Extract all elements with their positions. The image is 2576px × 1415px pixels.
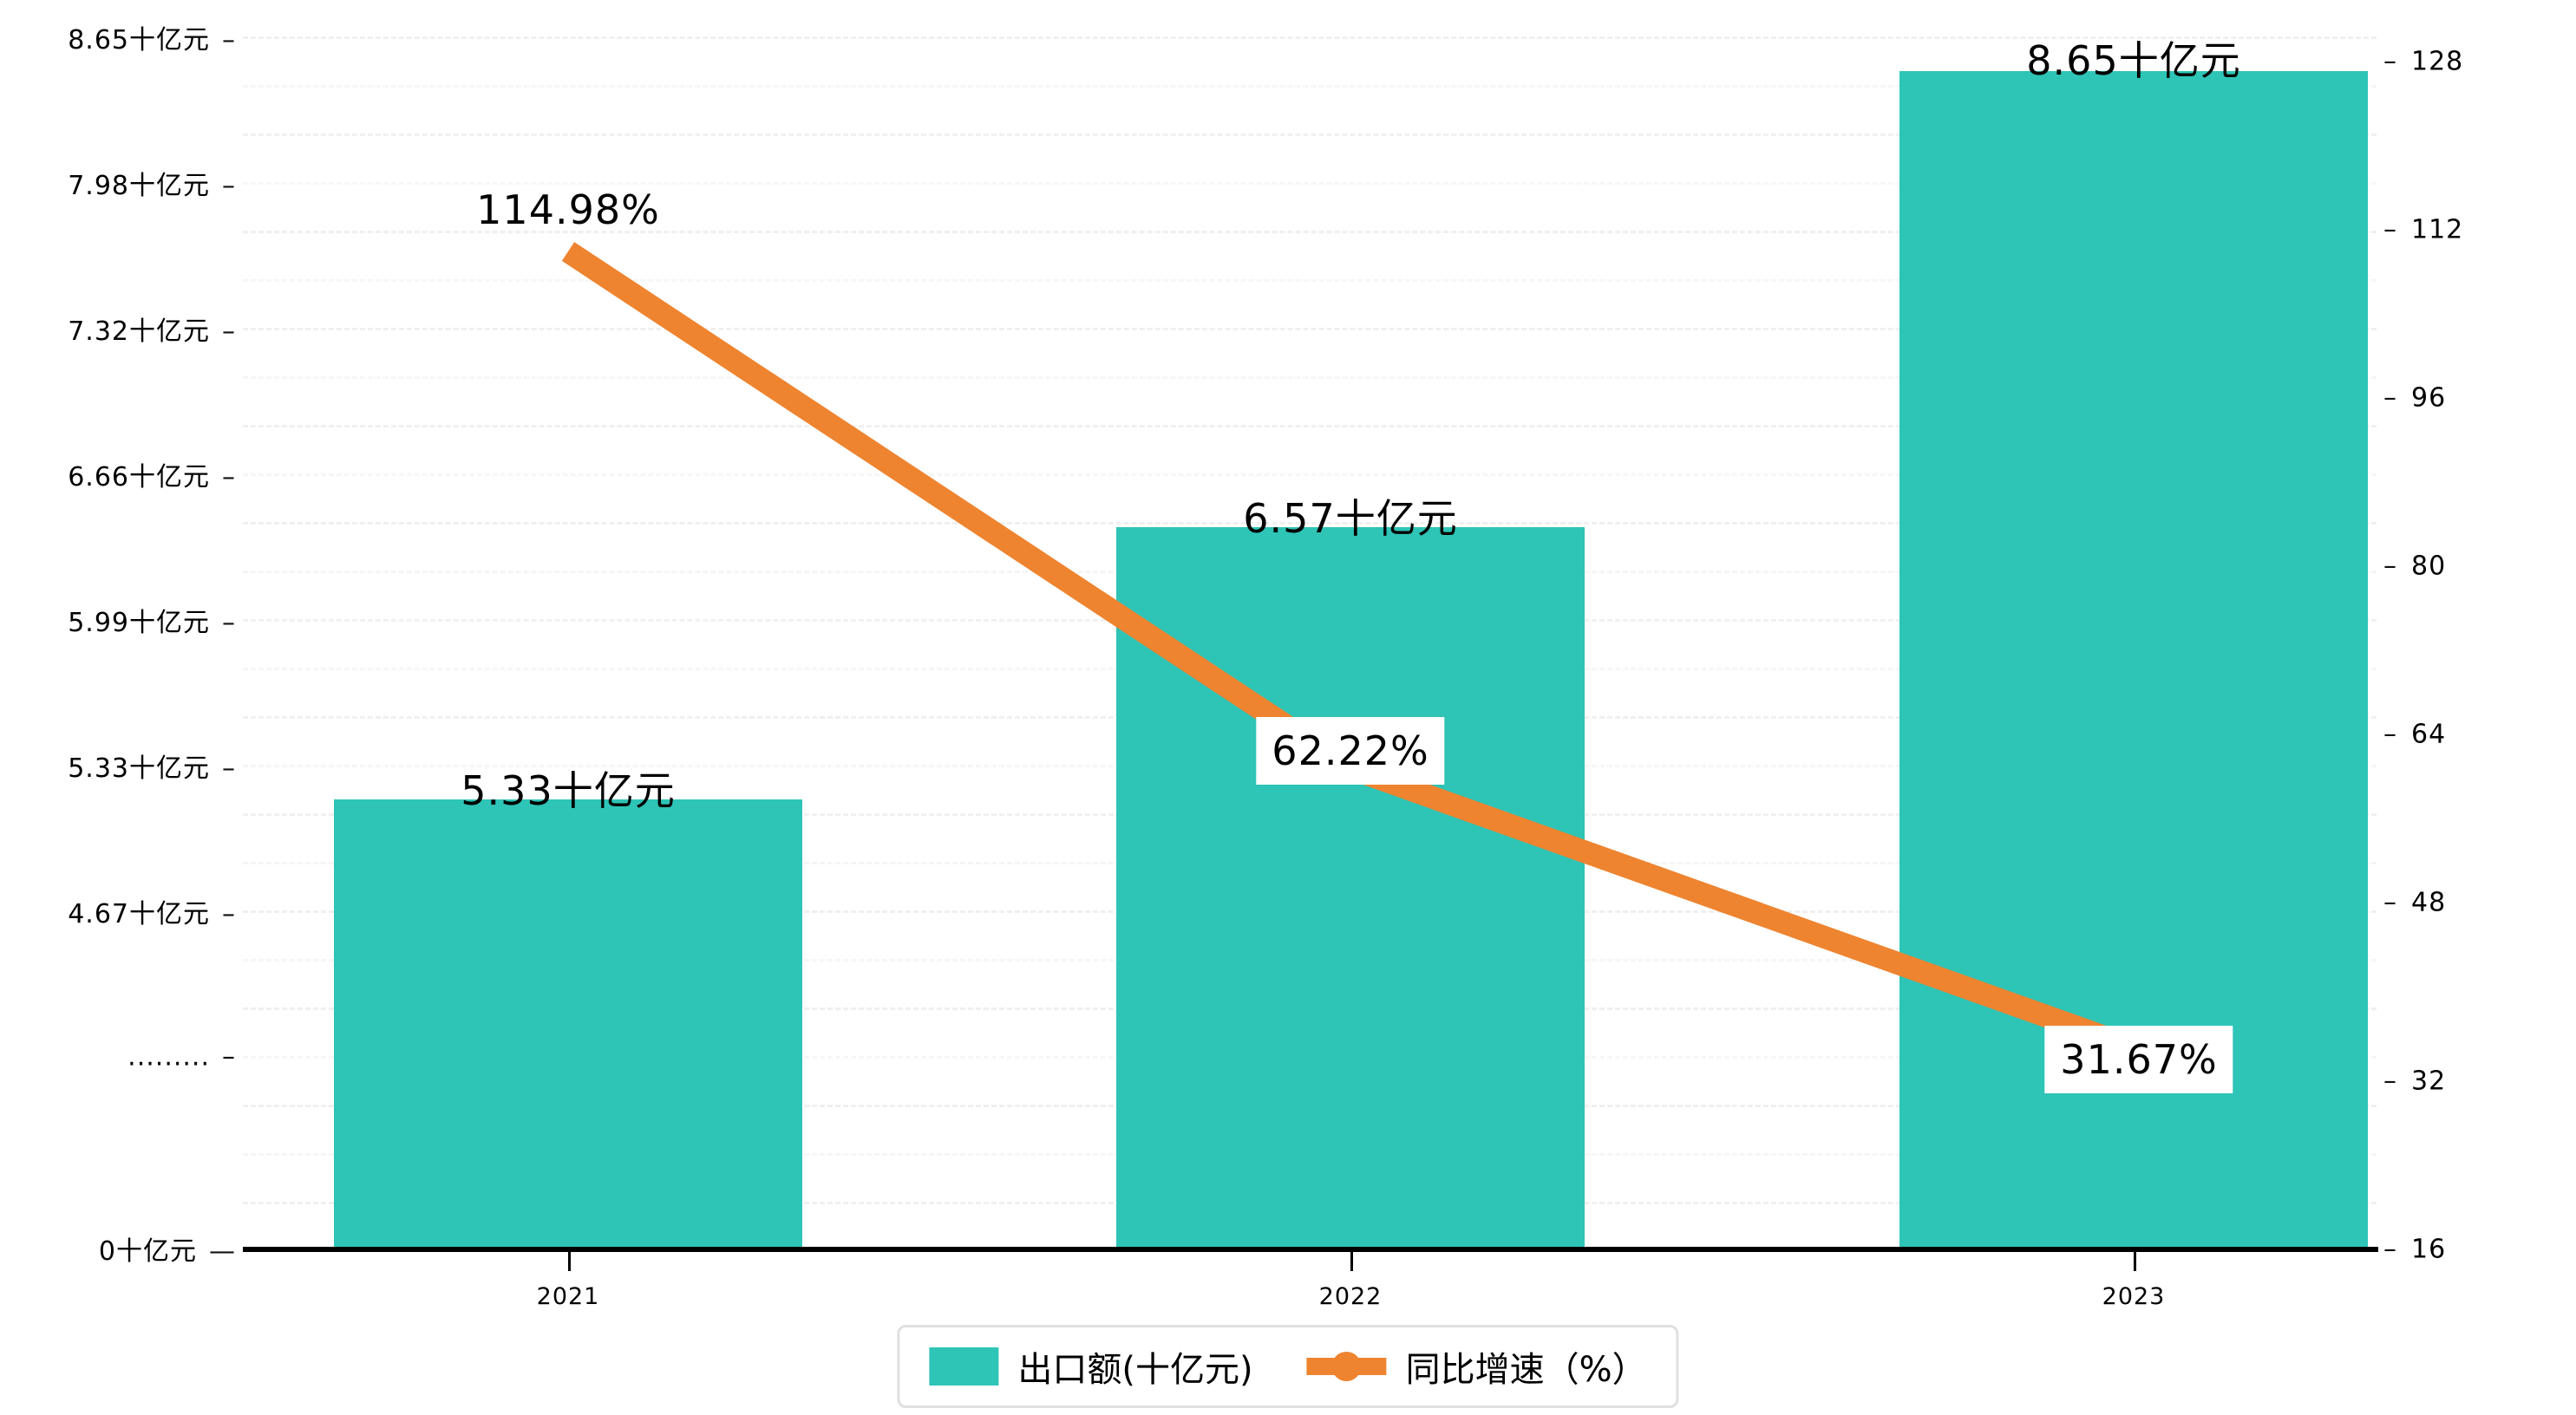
y-axis-right: –128 –112 –96 –80 –64 –48 –32 –16	[2383, 0, 2576, 1415]
y-tick-left-text: 4.67十亿元	[68, 899, 210, 929]
tick-dash-icon: –	[2383, 46, 2397, 77]
y-tick-right-7: –128	[2383, 47, 2463, 77]
tick-dash-icon: –	[2383, 551, 2397, 582]
gridline-minor	[243, 85, 2377, 88]
y-tick-left-4: 5.99十亿元 –	[68, 601, 236, 639]
y-tick-left-7: 7.98十亿元 –	[68, 164, 236, 202]
gridline-minor	[243, 279, 2377, 282]
chart-legend: 出口额(十亿元) 同比增速（%）	[897, 1325, 1679, 1408]
y-tick-left-8: 8.65十亿元 –	[68, 18, 236, 56]
y-tick-right-5: –96	[2383, 383, 2446, 414]
y-tick-right-text: 48	[2411, 887, 2447, 918]
line-value-label-2021: 114.98%	[476, 186, 660, 233]
x-axis-line	[243, 1247, 2378, 1252]
y-tick-right-text: 96	[2411, 382, 2447, 414]
legend-label: 出口额(十亿元)	[1017, 1350, 1253, 1390]
y-tick-right-2: –48	[2383, 888, 2446, 918]
tick-dash-icon: –	[222, 25, 236, 55]
y-tick-right-3: –64	[2383, 720, 2446, 750]
line-marker-icon	[1306, 1347, 1387, 1386]
gridline-minor	[243, 473, 2377, 476]
gridline-minor	[243, 182, 2377, 185]
legend-item-export-value[interactable]: 出口额(十亿元)	[929, 1341, 1253, 1392]
y-tick-left-1: ......... –	[127, 1042, 236, 1073]
y-tick-right-4: –80	[2383, 551, 2446, 582]
bar-swatch-icon	[929, 1347, 999, 1386]
x-tick-mark	[1350, 1252, 1353, 1271]
bar-value-label-2021: 5.33十亿元	[461, 767, 676, 814]
y-tick-left-text: 0十亿元	[98, 1236, 197, 1267]
y-tick-left-text: 5.33十亿元	[68, 753, 210, 784]
tick-dash-icon: –	[222, 316, 236, 347]
tick-dash-icon: —	[209, 1236, 236, 1267]
tick-dash-icon: –	[2383, 214, 2397, 245]
y-tick-right-text: 64	[2411, 719, 2447, 750]
tick-dash-icon: –	[222, 462, 236, 492]
y-tick-left-text: 7.32十亿元	[68, 316, 210, 347]
x-tick-mark	[568, 1252, 571, 1271]
gridline	[243, 134, 2377, 136]
tick-dash-icon: –	[222, 753, 236, 784]
gridline	[243, 231, 2377, 233]
y-tick-left-5: 6.66十亿元 –	[68, 455, 236, 493]
bar-value-label-2022: 6.57十亿元	[1243, 495, 1458, 542]
y-tick-left-text: 6.66十亿元	[68, 462, 210, 492]
gridline	[243, 425, 2377, 427]
bar-2022[interactable]	[1116, 527, 1585, 1249]
tick-dash-icon: –	[2383, 719, 2397, 750]
y-axis-left: 8.65十亿元 – 7.98十亿元 – 7.32十亿元 – 6.66十亿元 – 5.99…	[0, 0, 236, 1415]
gridline	[243, 36, 2377, 39]
x-tick-mark	[2134, 1252, 2136, 1271]
y-tick-left-text: .........	[127, 1041, 210, 1073]
y-tick-left-text: 7.98十亿元	[68, 171, 210, 201]
tick-dash-icon: –	[2383, 1066, 2397, 1097]
tick-dash-icon: –	[222, 608, 236, 638]
y-tick-right-text: 112	[2411, 214, 2464, 245]
line-value-label-2023: 31.67%	[2044, 1026, 2233, 1093]
y-tick-right-text: 32	[2411, 1066, 2447, 1097]
y-tick-right-text: 128	[2411, 46, 2464, 77]
y-tick-left-0: 0十亿元 —	[99, 1229, 236, 1268]
y-tick-right-1: –32	[2383, 1066, 2446, 1097]
y-tick-left-3: 5.33十亿元 –	[68, 747, 236, 785]
y-tick-right-text: 16	[2411, 1234, 2447, 1265]
tick-dash-icon: –	[2383, 887, 2397, 918]
x-tick-label-2021: 2021	[536, 1283, 600, 1310]
gridline-minor	[243, 376, 2377, 379]
bar-2021[interactable]	[334, 799, 802, 1249]
legend-label: 同比增速（%）	[1405, 1350, 1647, 1390]
gridline	[243, 328, 2377, 330]
y-tick-left-6: 7.32十亿元 –	[68, 310, 236, 348]
y-tick-left-2: 4.67十亿元 –	[68, 892, 236, 930]
x-tick-label-2023: 2023	[2102, 1283, 2166, 1310]
y-tick-left-text: 8.65十亿元	[68, 25, 210, 55]
tick-dash-icon: –	[222, 1041, 236, 1073]
tick-dash-icon: –	[2383, 382, 2397, 414]
legend-item-growth-rate[interactable]: 同比增速（%）	[1306, 1341, 1647, 1392]
y-tick-right-6: –112	[2383, 215, 2463, 245]
x-tick-label-2022: 2022	[1318, 1283, 1383, 1310]
tick-dash-icon: –	[2383, 1234, 2397, 1265]
tick-dash-icon: –	[222, 171, 236, 201]
y-tick-left-text: 5.99十亿元	[68, 608, 210, 638]
y-tick-right-0: –16	[2383, 1235, 2446, 1265]
gridline	[243, 522, 2377, 525]
bar-value-label-2023: 8.65十亿元	[2026, 37, 2241, 84]
y-tick-right-text: 80	[2411, 551, 2447, 582]
tick-dash-icon: –	[222, 899, 236, 929]
line-value-label-2022: 62.22%	[1256, 717, 1445, 785]
